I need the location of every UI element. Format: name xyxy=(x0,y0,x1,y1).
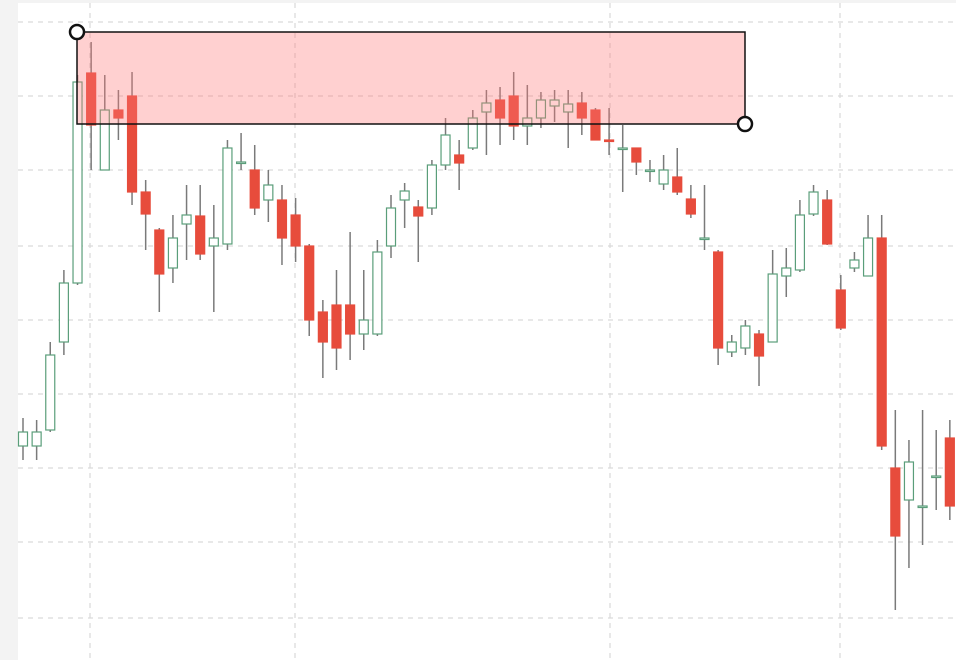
candle-body xyxy=(876,237,887,447)
candle-body xyxy=(58,282,69,343)
candle-body xyxy=(331,304,342,349)
candle-body xyxy=(781,267,792,277)
candle-body xyxy=(903,461,915,501)
candle-body xyxy=(290,214,301,247)
candle-body xyxy=(17,431,29,447)
candle-body xyxy=(358,319,369,335)
drag-handle[interactable] xyxy=(68,23,86,41)
candle-body xyxy=(685,198,696,215)
candle-body xyxy=(808,191,819,215)
candle-body xyxy=(822,199,833,245)
candle-body xyxy=(890,467,901,537)
candle-body xyxy=(658,169,669,185)
candle-body xyxy=(767,273,778,343)
candle-body xyxy=(481,102,492,113)
candle-body xyxy=(454,154,465,164)
candle-body xyxy=(794,214,806,271)
candle-body xyxy=(726,341,737,353)
candle-body xyxy=(45,354,56,431)
candle-body xyxy=(126,95,138,193)
candle-body xyxy=(304,245,315,321)
candle-body xyxy=(195,215,206,255)
candle-body xyxy=(590,109,601,141)
candle-body xyxy=(944,437,955,507)
candle-body xyxy=(99,109,110,171)
candle-body xyxy=(249,169,260,209)
candle-body xyxy=(576,102,587,119)
rectangle-drawing[interactable] xyxy=(68,23,754,133)
candle-body xyxy=(208,237,219,247)
candle-body xyxy=(672,176,683,193)
candle-body xyxy=(563,103,574,113)
candle-body xyxy=(603,139,615,143)
candle-body xyxy=(167,237,179,269)
candle-body xyxy=(181,214,192,225)
candle-body xyxy=(549,99,560,107)
candle-body xyxy=(467,117,478,149)
candle-body xyxy=(644,169,656,173)
drag-handle[interactable] xyxy=(736,115,754,133)
candle-body xyxy=(222,147,233,245)
candle-body xyxy=(399,190,410,201)
candle-body xyxy=(835,289,846,329)
candles xyxy=(17,42,955,610)
candle-body xyxy=(426,164,437,209)
candle-body xyxy=(317,311,328,343)
candle-body xyxy=(276,199,288,239)
candle-body xyxy=(508,95,519,127)
candle-body xyxy=(753,333,765,357)
candle-body xyxy=(113,109,124,119)
candle-body xyxy=(86,72,97,126)
candle-body xyxy=(931,475,942,479)
candle-body xyxy=(713,251,724,349)
candle-body xyxy=(263,184,274,201)
candle-body xyxy=(849,259,860,269)
rectangle-zone[interactable] xyxy=(76,31,746,125)
candle-body xyxy=(631,147,642,163)
candle-body xyxy=(140,191,151,215)
candle-body xyxy=(522,117,533,127)
candle-body xyxy=(617,147,628,151)
candle-body xyxy=(440,134,451,166)
candle-body xyxy=(494,99,506,119)
candle-body xyxy=(372,251,383,335)
candle-body xyxy=(235,161,247,165)
candle-body xyxy=(862,237,874,277)
candle-body xyxy=(917,505,928,509)
candle-body xyxy=(535,99,547,119)
candle-body xyxy=(385,207,397,247)
candle-body xyxy=(154,229,165,275)
candle-body xyxy=(31,431,42,447)
candle-body xyxy=(345,304,356,335)
candle-body xyxy=(699,237,710,241)
candle-body xyxy=(740,325,751,349)
candle-body xyxy=(413,206,424,217)
